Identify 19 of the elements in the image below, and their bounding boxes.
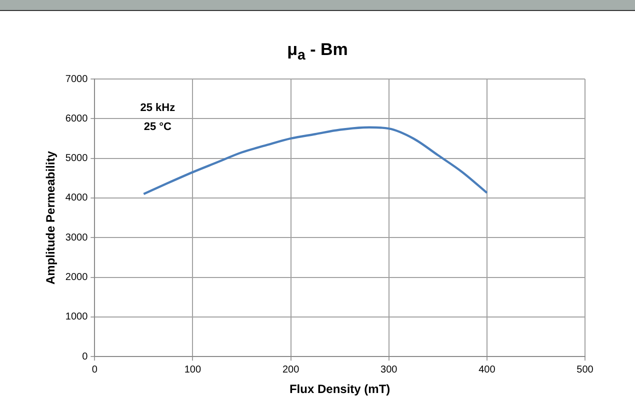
y-axis-title: Amplitude Permeability <box>44 150 58 284</box>
y-tick-label: 5000 <box>65 153 88 164</box>
x-tick-label: 400 <box>478 364 496 376</box>
annotation: 25 kHz <box>140 102 176 114</box>
y-tick-label: 2000 <box>65 272 88 284</box>
y-tick-label: 4000 <box>65 192 88 204</box>
x-tick-label: 0 <box>92 364 98 376</box>
y-tick-label: 6000 <box>65 113 88 124</box>
x-tick-label: 100 <box>184 364 202 376</box>
x-tick-label: 500 <box>576 364 594 376</box>
x-tick-label: 300 <box>380 364 398 376</box>
y-tick-label: 7000 <box>65 74 88 85</box>
chart-title: μ$_{a}$ - Bm <box>286 40 349 64</box>
y-tick-label: 1000 <box>65 312 88 323</box>
x-axis-title: Flux Density (mT) <box>289 382 390 396</box>
y-tick-label: 3000 <box>65 232 88 244</box>
x-tick-label: 200 <box>282 364 300 376</box>
annotation: 25 °C <box>144 121 172 133</box>
y-tick-label: 0 <box>82 351 88 362</box>
